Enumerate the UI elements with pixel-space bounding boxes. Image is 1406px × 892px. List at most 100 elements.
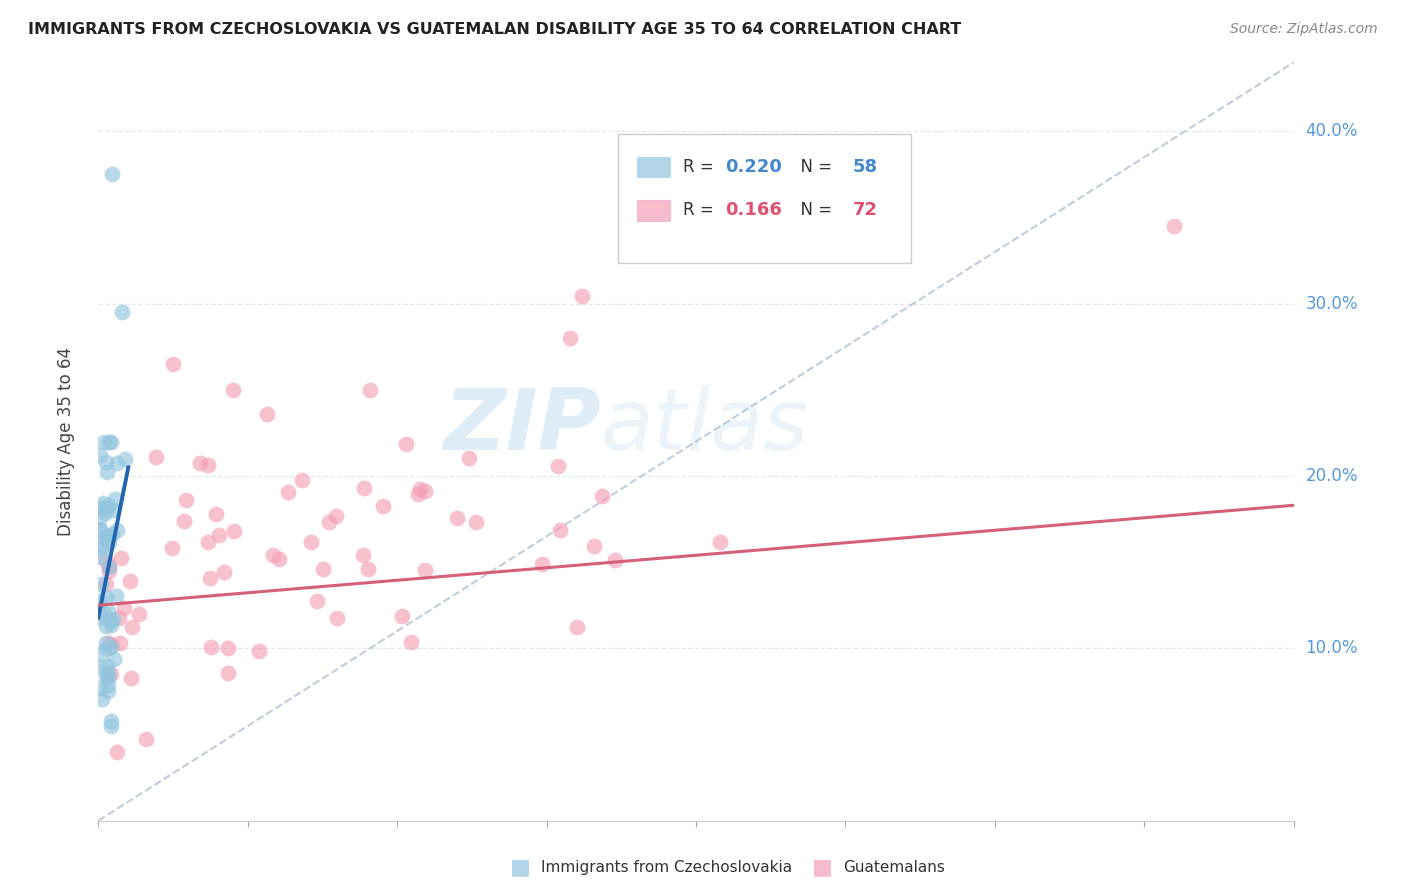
Point	[205, 507, 228, 521]
Point	[100, 640, 122, 654]
FancyBboxPatch shape	[637, 157, 669, 178]
Point	[93, 607, 115, 621]
Point	[548, 523, 571, 537]
Text: IMMIGRANTS FROM CZECHOSLOVAKIA VS GUATEMALAN DISABILITY AGE 35 TO 64 CORRELATION: IMMIGRANTS FROM CZECHOSLOVAKIA VS GUATEM…	[28, 22, 962, 37]
Point	[97, 670, 120, 684]
Point	[299, 535, 322, 549]
Point	[96, 528, 118, 542]
Point	[94, 576, 117, 591]
Point	[100, 638, 122, 652]
Point	[357, 562, 380, 576]
Point	[100, 617, 122, 632]
Point	[90, 577, 112, 591]
Point	[94, 455, 117, 469]
Point	[465, 516, 488, 530]
Point	[567, 620, 589, 634]
Point	[145, 450, 167, 465]
Point	[457, 450, 479, 465]
Point	[262, 549, 284, 563]
Point	[94, 554, 117, 568]
Point	[188, 457, 211, 471]
Point	[98, 434, 121, 449]
Point	[96, 501, 118, 516]
Text: ■: ■	[813, 857, 832, 877]
Point	[90, 659, 112, 673]
Text: N =: N =	[790, 158, 838, 176]
FancyBboxPatch shape	[637, 200, 669, 220]
Point	[326, 610, 349, 624]
Point	[291, 474, 314, 488]
Point	[96, 498, 118, 512]
Point	[96, 640, 118, 655]
Point	[217, 641, 239, 656]
Point	[96, 465, 118, 479]
Text: Immigrants from Czechoslovakia: Immigrants from Czechoslovakia	[541, 860, 793, 874]
Point	[135, 731, 157, 746]
Point	[89, 522, 111, 536]
Point	[89, 550, 111, 565]
Text: ZIP: ZIP	[443, 384, 600, 468]
Point	[176, 492, 198, 507]
Point	[90, 691, 112, 706]
Text: 72: 72	[852, 202, 877, 219]
Point	[94, 669, 117, 683]
Text: R =: R =	[683, 158, 718, 176]
Text: atlas: atlas	[600, 384, 808, 468]
Point	[128, 607, 150, 621]
Y-axis label: Disability Age 35 to 64: Disability Age 35 to 64	[56, 347, 75, 536]
Point	[96, 590, 118, 604]
Point	[277, 485, 299, 500]
Point	[359, 383, 381, 397]
Point	[318, 516, 340, 530]
Point	[394, 437, 416, 451]
Point	[305, 594, 328, 608]
Point	[93, 434, 115, 449]
Text: 20.0%: 20.0%	[1306, 467, 1358, 485]
Point	[97, 666, 120, 681]
Point	[101, 168, 124, 182]
Point	[103, 652, 125, 666]
FancyBboxPatch shape	[619, 135, 911, 263]
Point	[108, 636, 131, 650]
Point	[571, 289, 593, 303]
Point	[105, 745, 128, 759]
Point	[96, 659, 118, 673]
Text: R =: R =	[683, 202, 718, 219]
Point	[97, 564, 120, 578]
Point	[583, 539, 606, 553]
Point	[256, 407, 278, 421]
Point	[391, 608, 413, 623]
Point	[110, 551, 132, 566]
Point	[325, 508, 347, 523]
Point	[89, 448, 111, 462]
Point	[603, 553, 626, 567]
Point	[89, 523, 111, 537]
Point	[162, 357, 184, 371]
Point	[101, 503, 124, 517]
Point	[97, 678, 120, 692]
Point	[399, 635, 422, 649]
Point	[89, 594, 111, 608]
Point	[162, 541, 184, 556]
Point	[90, 542, 112, 557]
Point	[104, 492, 127, 507]
Point	[198, 571, 221, 585]
Point	[222, 383, 245, 397]
Point	[173, 514, 195, 528]
Text: 0.166: 0.166	[724, 202, 782, 219]
Point	[207, 528, 229, 542]
Point	[352, 548, 374, 562]
Point	[1163, 219, 1185, 234]
Point	[89, 646, 111, 660]
Point	[217, 665, 239, 680]
Point	[591, 489, 613, 503]
Point	[96, 531, 118, 545]
Point	[120, 671, 142, 685]
Point	[415, 563, 437, 577]
Point	[413, 484, 436, 499]
Point	[212, 566, 235, 580]
Point	[709, 535, 731, 549]
Point	[311, 562, 333, 576]
Point	[224, 524, 246, 538]
Point	[197, 458, 219, 472]
